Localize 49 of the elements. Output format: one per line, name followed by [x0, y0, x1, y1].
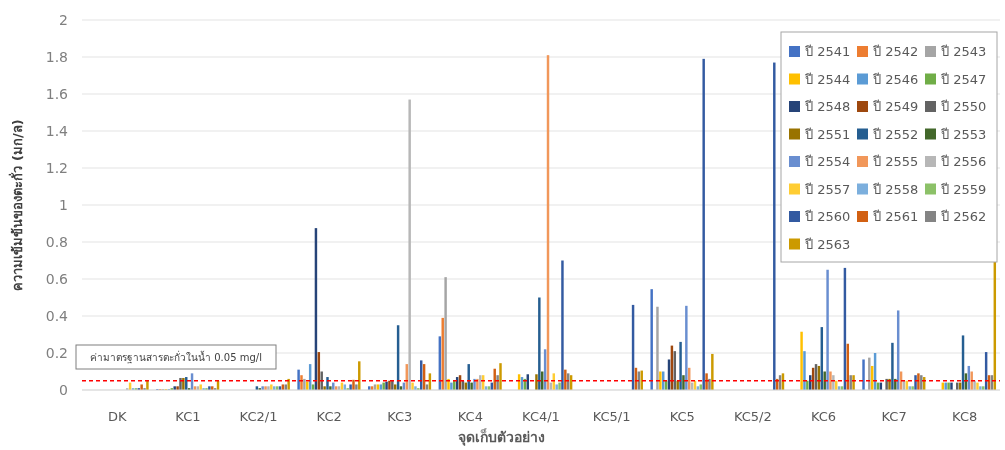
y-tick-label: 1 [59, 197, 68, 213]
legend-label: ปี 2562 [940, 209, 987, 224]
legend-label: ปี 2554 [804, 154, 851, 169]
x-axis-title: จุดเก็บตัวอย่าง [457, 428, 545, 446]
legend-label: ปี 2543 [940, 44, 987, 59]
legend-label: ปี 2544 [804, 71, 851, 87]
ref-line-label: ค่ามาตรฐานสารตะกั่วในน้ำ 0.05 mg/l [90, 350, 262, 364]
legend-label: ปี 2549 [872, 99, 919, 114]
x-tick-label: KC2/1 [239, 409, 278, 424]
legend-label: ปี 2542 [872, 44, 919, 59]
legend-label: ปี 2551 [804, 126, 851, 142]
x-tick-label: KC5 [669, 409, 695, 424]
x-tick-label: DK [108, 409, 128, 424]
x-tick-label: KC5/1 [592, 409, 631, 424]
x-tick-label: KC7 [881, 409, 907, 424]
x-tick-label: KC6 [810, 409, 837, 424]
legend-label: ปี 2547 [940, 71, 987, 87]
legend-label: ปี 2553 [940, 126, 987, 142]
x-tick-label: KC8 [952, 409, 978, 424]
legend-label: ปี 2559 [940, 181, 987, 197]
y-tick-label: 1.6 [45, 86, 69, 102]
y-tick-label: 2 [59, 12, 68, 28]
x-tick-label: KC4 [457, 409, 483, 424]
legend-label: ปี 2556 [940, 154, 987, 169]
legend-label: ปี 2561 [872, 209, 919, 224]
legend-label: ปี 2560 [804, 209, 851, 224]
y-tick-label: 0.4 [45, 308, 69, 324]
y-tick-label: 0.8 [45, 234, 68, 250]
y-tick-label: 0.6 [45, 271, 69, 287]
x-tick-label: KC2 [316, 409, 342, 424]
legend-label: ปี 2550 [940, 99, 987, 114]
legend-label: ปี 2555 [872, 154, 919, 169]
legend-label: ปี 2541 [804, 44, 851, 59]
legend-label: ปี 2552 [872, 126, 919, 142]
legend-label: ปี 2563 [804, 236, 851, 252]
y-tick-label: 0.2 [45, 345, 68, 361]
legend-label: ปี 2558 [872, 181, 919, 197]
y-tick-label: 0 [59, 382, 68, 398]
x-tick-label: KC3 [387, 409, 413, 424]
legend-label: ปี 2557 [804, 181, 851, 197]
y-axis-title: ความเข้มข้นของตะกั่ว (มก/ล) [8, 119, 25, 291]
legend-label: ปี 2546 [872, 71, 919, 87]
x-tick-label: KC5/2 [733, 409, 772, 424]
x-tick-label: KC4/1 [522, 409, 560, 424]
y-tick-label: 1.4 [45, 123, 69, 139]
legend-label: ปี 2548 [804, 99, 851, 114]
x-tick-label: KC1 [175, 409, 201, 424]
y-tick-label: 1.8 [45, 49, 68, 65]
y-tick-label: 1.2 [45, 160, 68, 176]
